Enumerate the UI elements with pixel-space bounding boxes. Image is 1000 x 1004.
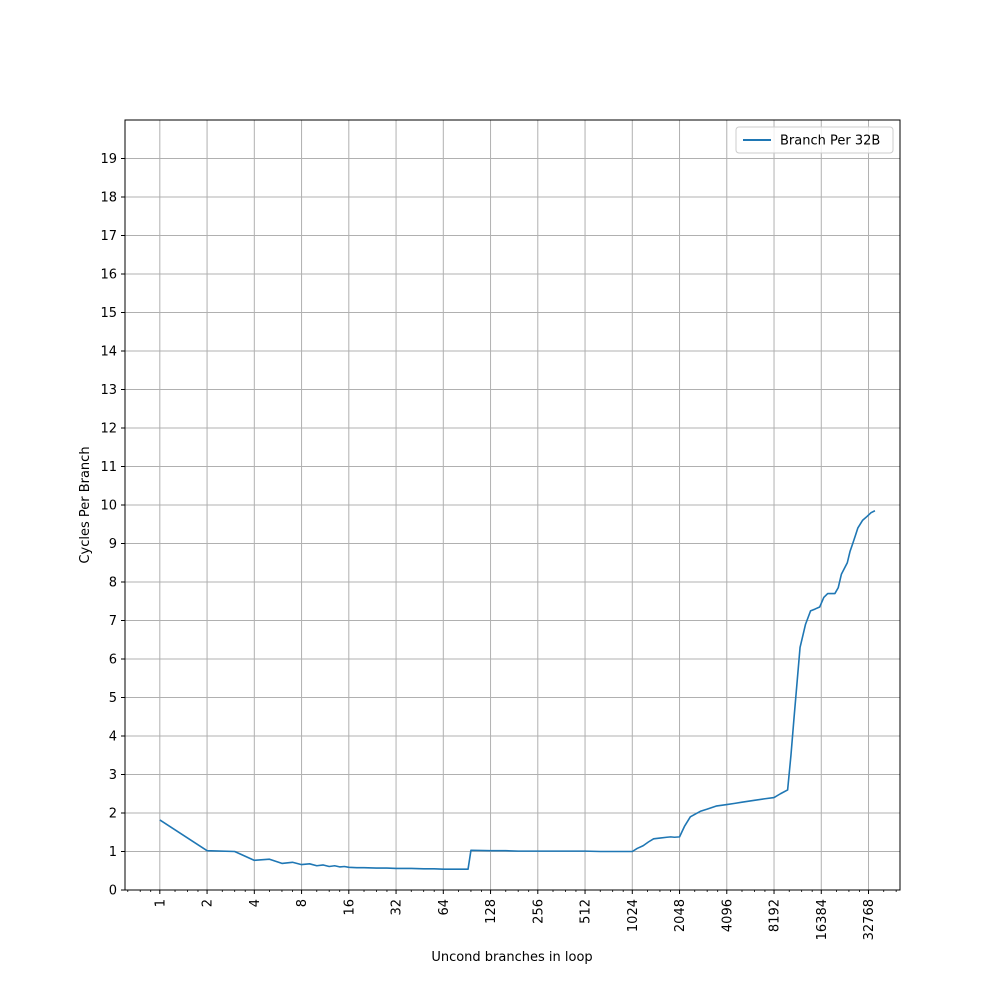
y-tick-label: 2 [109, 807, 117, 822]
y-tick-label: 11 [100, 460, 117, 475]
y-tick-label: 1 [109, 845, 117, 860]
x-tick-label: 16384 [815, 899, 830, 940]
x-tick-label: 64 [437, 899, 452, 916]
x-tick-label: 256 [531, 899, 546, 924]
y-tick-label: 19 [100, 152, 117, 167]
x-tick-label: 1024 [626, 899, 641, 932]
x-tick-label: 512 [579, 899, 594, 924]
y-tick-label: 9 [109, 537, 117, 552]
y-tick-label: 8 [109, 576, 117, 591]
y-tick-label: 17 [100, 229, 117, 244]
legend-label: Branch Per 32B [780, 134, 880, 149]
y-axis-label: Cycles Per Branch [78, 446, 93, 563]
y-tick-label: 12 [100, 422, 117, 437]
x-tick-label: 128 [484, 899, 499, 924]
legend-box [735, 126, 894, 154]
y-tick-label: 4 [109, 730, 117, 745]
y-tick-label: 3 [109, 768, 117, 783]
y-tick-label: 0 [109, 884, 117, 899]
y-tick-label: 6 [109, 653, 117, 668]
y-tick-label: 10 [100, 499, 117, 514]
y-tick-label: 5 [109, 691, 117, 706]
x-tick-label: 16 [342, 899, 357, 916]
x-tick-label: 8192 [768, 899, 783, 932]
y-tick-label: 13 [100, 383, 117, 398]
grid-layer [125, 120, 900, 891]
x-tick-label: 2048 [673, 899, 688, 932]
y-tick-label: 15 [100, 306, 117, 321]
x-axis-label: Uncond branches in loop [431, 950, 592, 965]
x-tick-label: 8 [295, 899, 310, 907]
x-tick-label: 2 [201, 899, 216, 907]
y-tick-label: 16 [100, 268, 117, 283]
series-line [159, 510, 876, 871]
legend: Branch Per 32B [735, 126, 894, 154]
y-tick-label: 18 [100, 191, 117, 206]
x-tick-label: 4 [248, 899, 263, 907]
x-tick-label: 32768 [862, 899, 877, 940]
x-tick-label: 32 [390, 899, 405, 916]
x-tick-label: 4096 [720, 899, 735, 932]
y-tick-label: 14 [100, 345, 117, 360]
x-axis: 1 2 4 8 16 32 64 128 256 512 1024 2048 4096 8192 16384… [127, 890, 897, 940]
x-tick-label: 1 [153, 899, 168, 907]
y-tick-label: 7 [109, 614, 117, 629]
series-layer [159, 510, 876, 871]
